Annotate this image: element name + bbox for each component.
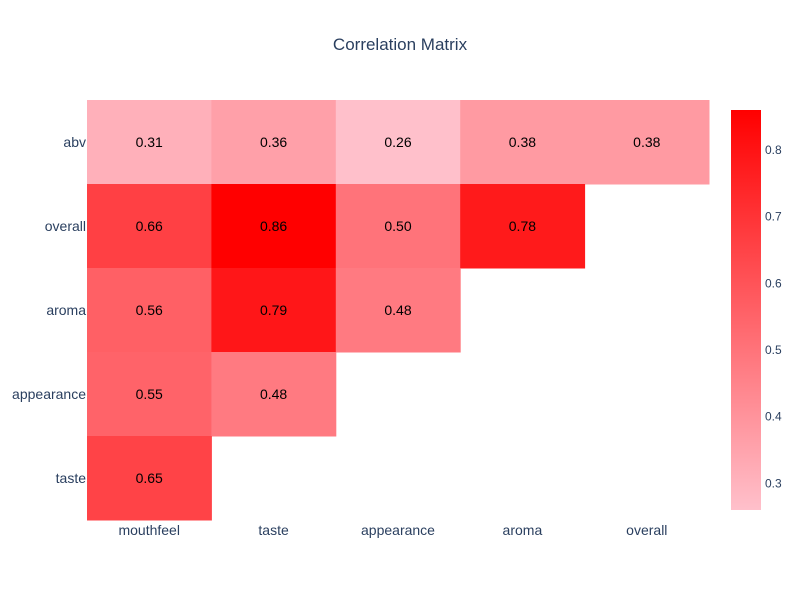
colorbar-tick-label: 0.4 bbox=[765, 410, 782, 424]
x-tick-label: taste bbox=[258, 522, 289, 538]
heatmap-cell-overall-aroma bbox=[460, 184, 586, 269]
x-tick-label: appearance bbox=[361, 522, 435, 538]
cell-value-label: 0.66 bbox=[136, 218, 163, 234]
y-tick-label: abv bbox=[63, 134, 86, 150]
x-tick-label: aroma bbox=[503, 522, 543, 538]
x-axis-tick-labels: mouthfeel taste appearance aroma overall bbox=[118, 522, 667, 538]
colorbar-tick-label: 0.5 bbox=[765, 343, 782, 357]
cell-value-label: 0.79 bbox=[260, 302, 287, 318]
x-tick-label: mouthfeel bbox=[118, 522, 179, 538]
x-tick-label: overall bbox=[626, 522, 667, 538]
colorbar-tick-label: 0.3 bbox=[765, 476, 782, 490]
heatmap-cell-overall-appearance bbox=[335, 184, 461, 269]
cell-value-label: 0.55 bbox=[136, 386, 163, 402]
colorbar-tick-label: 0.7 bbox=[765, 210, 782, 224]
cell-value-label: 0.38 bbox=[509, 134, 536, 150]
heatmap-cell-abv-overall bbox=[584, 100, 710, 185]
heatmap-cell-aroma-appearance bbox=[335, 268, 461, 353]
chart-title: Correlation Matrix bbox=[333, 35, 468, 54]
cell-value-label: 0.48 bbox=[384, 302, 411, 318]
colorbar-tick-labels: 0.3 0.4 0.5 0.6 0.7 0.8 bbox=[765, 143, 782, 490]
y-axis-tick-labels: abv overall aroma appearance taste bbox=[12, 134, 86, 486]
heatmap-cell-labels: 0.31 0.36 0.26 0.38 0.38 0.66 0.86 0.50 0.78 0.56… bbox=[136, 134, 661, 486]
heatmap-cell-appearance-mouthfeel bbox=[87, 352, 212, 437]
heatmap-cell-abv-appearance bbox=[335, 100, 461, 185]
heatmap-cell-abv-taste bbox=[211, 100, 337, 185]
heatmap-cell-overall-taste bbox=[211, 184, 337, 269]
cell-value-label: 0.36 bbox=[260, 134, 287, 150]
heatmap-cell-appearance-taste bbox=[211, 352, 337, 437]
y-tick-label: aroma bbox=[46, 302, 86, 318]
colorbar-gradient bbox=[731, 110, 761, 510]
colorbar: 0.3 0.4 0.5 0.6 0.7 0.8 bbox=[731, 110, 782, 510]
cell-value-label: 0.86 bbox=[260, 218, 287, 234]
y-tick-label: appearance bbox=[12, 386, 86, 402]
cell-value-label: 0.38 bbox=[633, 134, 660, 150]
cell-value-label: 0.50 bbox=[384, 218, 411, 234]
heatmap-cell-aroma-mouthfeel bbox=[87, 268, 212, 353]
colorbar-tick-label: 0.8 bbox=[765, 143, 782, 157]
heatmap-cell-abv-aroma bbox=[460, 100, 586, 185]
heatmap-cell-taste-mouthfeel bbox=[87, 436, 212, 521]
cell-value-label: 0.78 bbox=[509, 218, 536, 234]
cell-value-label: 0.26 bbox=[384, 134, 411, 150]
heatmap-cells bbox=[87, 100, 710, 521]
y-tick-label: taste bbox=[56, 470, 87, 486]
heatmap-cell-overall-mouthfeel bbox=[87, 184, 212, 269]
colorbar-tick-label: 0.6 bbox=[765, 276, 782, 290]
heatmap-cell-aroma-taste bbox=[211, 268, 337, 353]
cell-value-label: 0.56 bbox=[136, 302, 163, 318]
cell-value-label: 0.31 bbox=[136, 134, 163, 150]
y-tick-label: overall bbox=[45, 218, 86, 234]
heatmap-cell-abv-mouthfeel bbox=[87, 100, 212, 185]
cell-value-label: 0.65 bbox=[136, 470, 163, 486]
cell-value-label: 0.48 bbox=[260, 386, 287, 402]
